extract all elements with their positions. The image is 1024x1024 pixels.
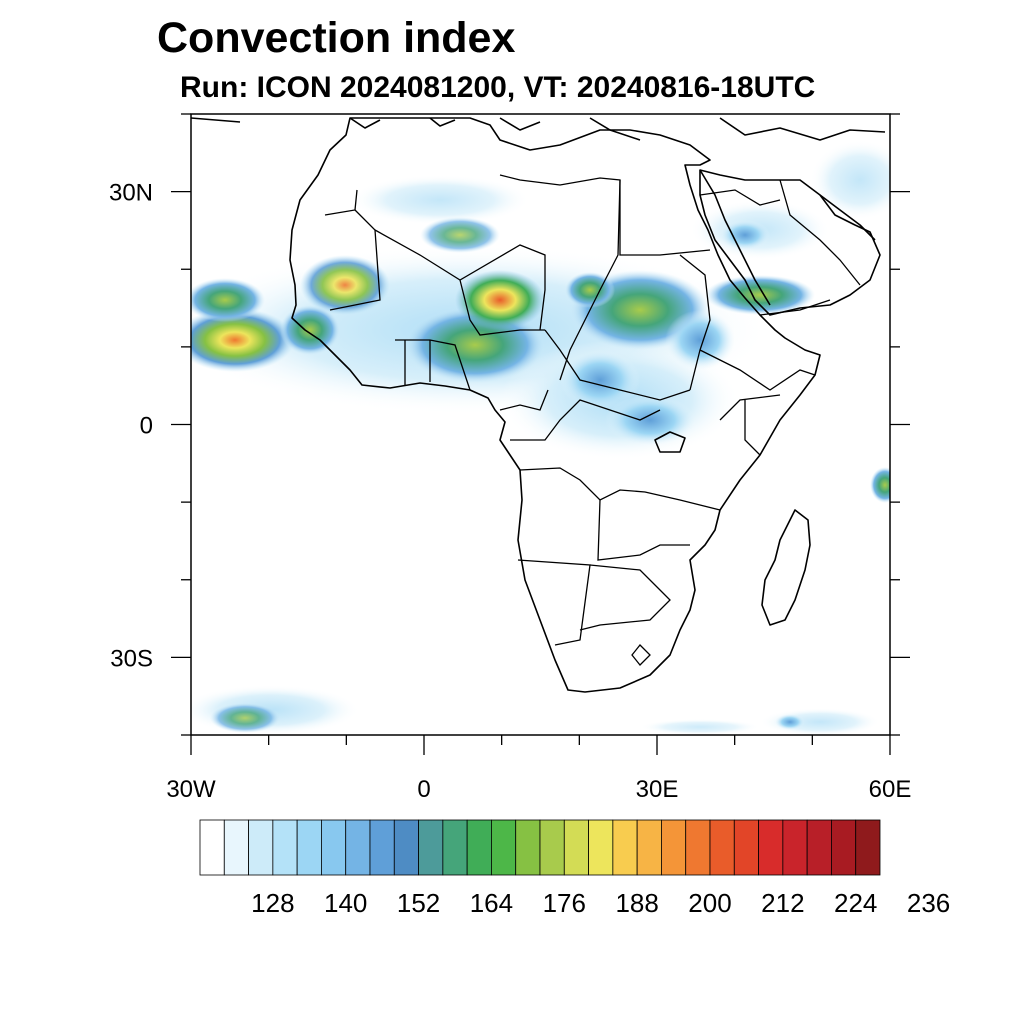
colorbar-label: 188 — [615, 888, 658, 918]
country-borders — [324, 174, 861, 666]
colorbar-label: 212 — [761, 888, 804, 918]
colorbar-label: 164 — [470, 888, 513, 918]
colorbar-swatch — [393, 819, 419, 876]
lon-tick-label: 60E — [869, 776, 912, 803]
colorbar-swatch — [782, 819, 808, 876]
colorbar-swatch — [539, 819, 565, 876]
colorbar-swatch — [491, 819, 517, 876]
convection-field — [191, 140, 890, 735]
colorbar-swatch — [345, 819, 371, 876]
colorbar-swatch — [709, 819, 735, 876]
colorbar-swatch — [199, 819, 225, 876]
lon-tick-label: 30E — [636, 776, 679, 803]
colorbar-swatch — [855, 819, 881, 876]
colorbar-label: 152 — [397, 888, 440, 918]
colorbar-label: 140 — [324, 888, 367, 918]
coastlines — [191, 117, 886, 693]
colorbar-label: 200 — [688, 888, 731, 918]
colorbar-swatch — [369, 819, 395, 876]
colorbar-swatch — [661, 819, 687, 876]
colorbar-swatch — [272, 819, 298, 876]
colorbar-swatch — [831, 819, 857, 876]
chart-title: Convection index — [157, 14, 516, 62]
lat-tick-label: 30N — [109, 180, 153, 207]
colorbar-label: 176 — [543, 888, 586, 918]
colorbar-swatch — [418, 819, 444, 876]
colorbar-label: 128 — [251, 888, 294, 918]
axis-ticks — [171, 113, 910, 755]
colorbar-label: 236 — [907, 888, 950, 918]
lat-tick-label: 30S — [110, 645, 153, 672]
lon-tick-label: 30W — [166, 776, 216, 803]
colorbar-swatch — [321, 819, 347, 876]
colorbar-swatch — [223, 819, 249, 876]
lon-tick-label: 0 — [417, 776, 430, 803]
colorbar — [199, 819, 881, 876]
colorbar-swatch — [442, 819, 468, 876]
colorbar-swatch — [758, 819, 784, 876]
colorbar-swatch — [612, 819, 638, 876]
colorbar-swatch — [588, 819, 614, 876]
colorbar-swatch — [466, 819, 492, 876]
chart-subtitle: Run: ICON 2024081200, VT: 20240816-18UTC — [180, 71, 816, 104]
colorbar-swatch — [563, 819, 589, 876]
colorbar-label: 224 — [834, 888, 877, 918]
colorbar-swatch — [733, 819, 759, 876]
colorbar-swatch — [248, 819, 274, 876]
lat-tick-label: 0 — [140, 413, 153, 440]
colorbar-swatch — [636, 819, 662, 876]
colorbar-swatch — [806, 819, 832, 876]
colorbar-swatch — [296, 819, 322, 876]
colorbar-swatch — [515, 819, 541, 876]
colorbar-swatch — [685, 819, 711, 876]
